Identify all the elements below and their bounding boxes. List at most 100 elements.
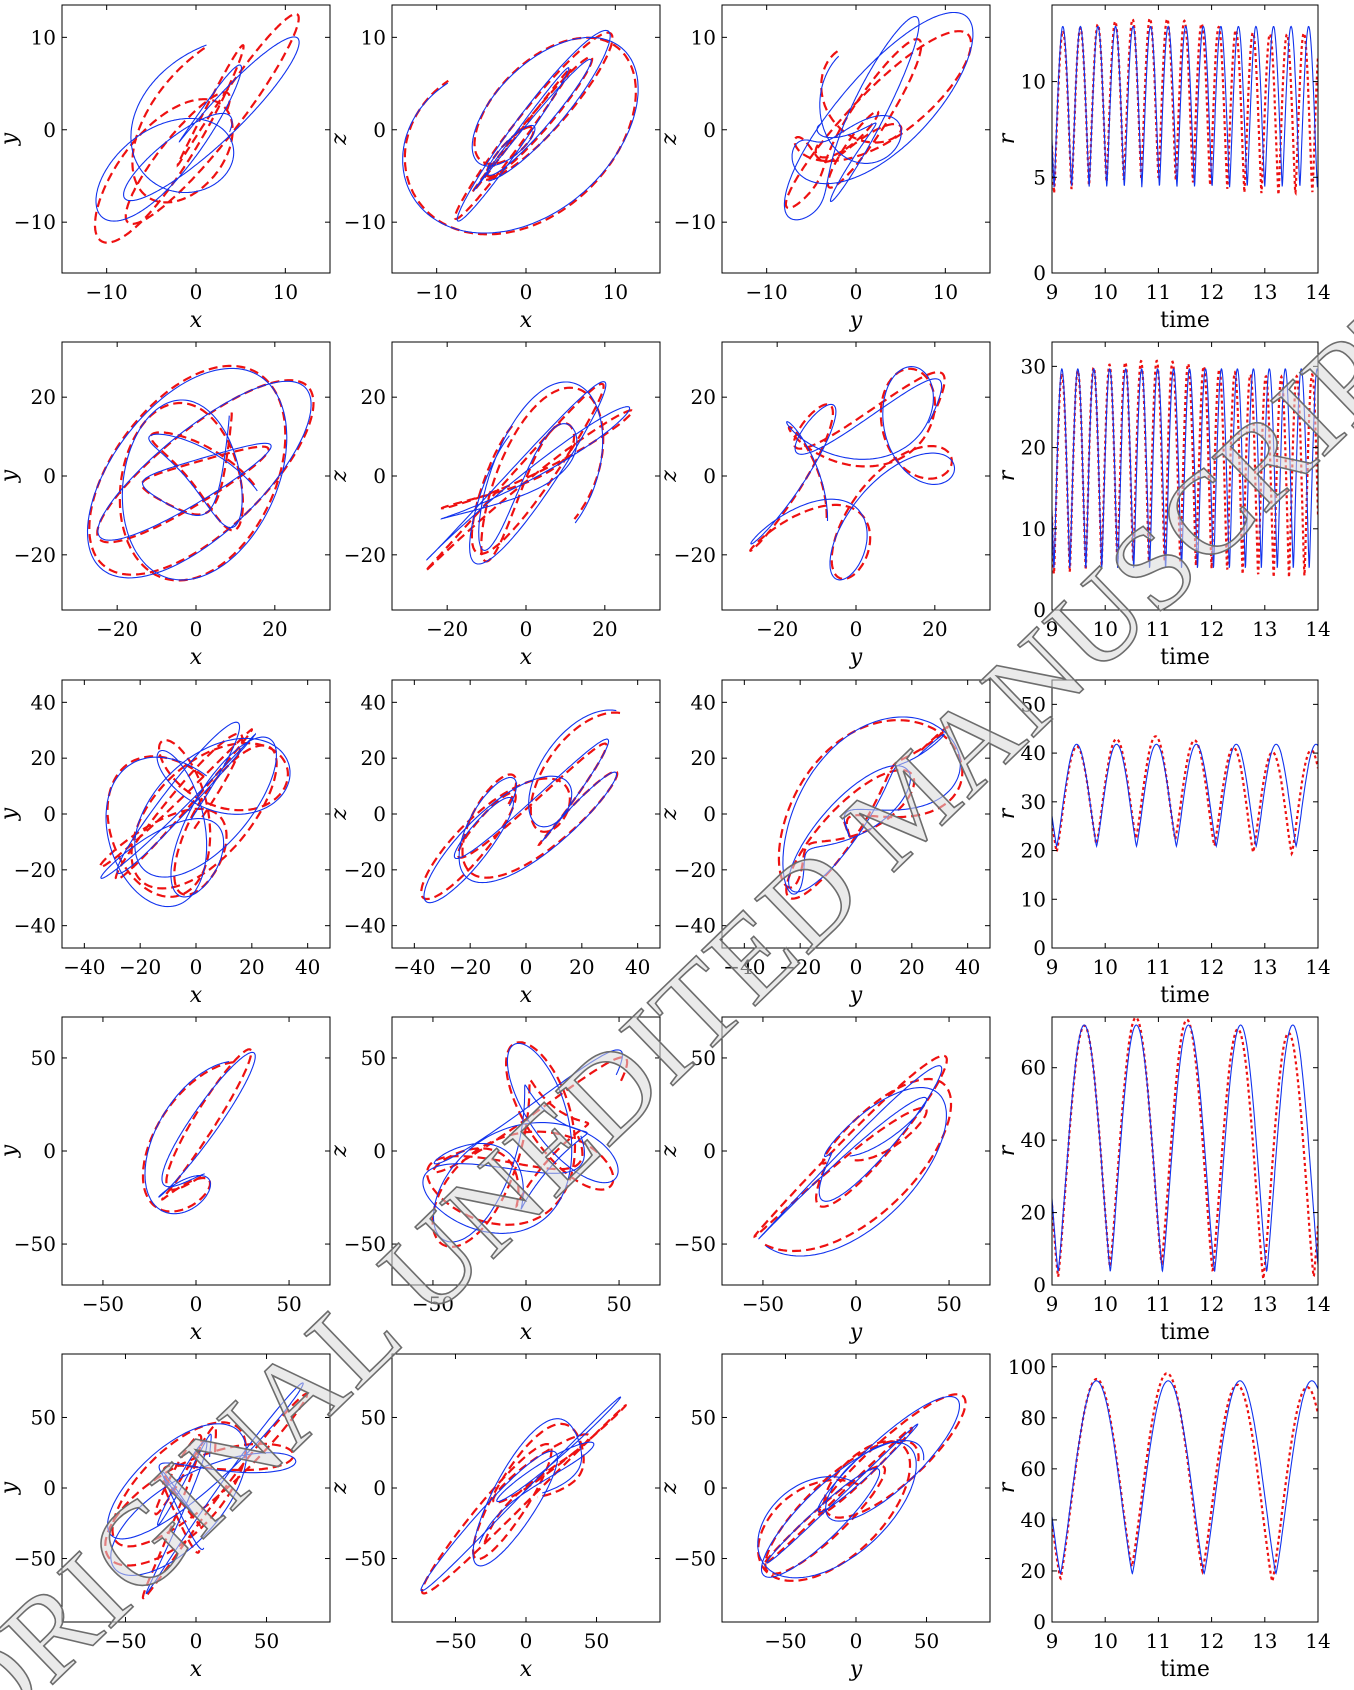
x-tick-label: 0 — [850, 617, 863, 641]
y-tick-label: 0 — [43, 1139, 56, 1163]
plot-area — [757, 1393, 967, 1582]
axes-frame — [721, 1016, 991, 1286]
chart-panel: 9 10 11 12 13 14 0 10 20 30 time r — [995, 341, 1331, 670]
series-reference-line — [424, 382, 634, 574]
series-model-line — [402, 29, 639, 234]
x-axis-label: time — [1160, 1320, 1210, 1345]
x-tick-label: 14 — [1305, 617, 1330, 641]
y-tick-label: −40 — [14, 914, 56, 938]
y-tick-label: 30 — [1021, 790, 1046, 814]
x-tick-label: 12 — [1199, 617, 1224, 641]
y-tick-label: 10 — [1021, 517, 1046, 541]
y-tick-label: 50 — [361, 1405, 386, 1429]
y-tick-label: 40 — [1021, 1508, 1046, 1532]
x-axis-label: x — [520, 645, 533, 670]
chart-panel: −50 0 50 −50 0 50 x y — [0, 1016, 331, 1345]
chart-panel: 9 10 11 12 13 14 0 20 40 60 time r — [995, 1016, 1331, 1345]
chart-panel: 9 10 11 12 13 14 0 20 40 60 80 100 time r — [995, 1353, 1331, 1682]
y-tick-label: −20 — [344, 858, 386, 882]
y-axis-label: z — [657, 470, 682, 483]
y-tick-label: 60 — [1021, 1056, 1046, 1080]
y-tick-label: −10 — [674, 210, 716, 234]
x-tick-label: 9 — [1046, 1292, 1059, 1316]
x-tick-label: 9 — [1046, 617, 1059, 641]
y-axis-label: r — [995, 807, 1020, 819]
axes-frame — [1051, 341, 1319, 611]
series-model-line — [783, 11, 974, 221]
x-tick-label: −20 — [756, 617, 798, 641]
chart-panel: −50 0 50 −50 0 50 x z — [327, 1353, 661, 1682]
series-reference-line — [426, 1041, 629, 1249]
y-tick-label: −20 — [344, 543, 386, 567]
x-tick-label: 0 — [850, 955, 863, 979]
chart-panel: −20 0 20 −20 0 20 y z — [657, 341, 991, 670]
x-tick-label: 14 — [1305, 1629, 1330, 1653]
y-tick-label: 0 — [1033, 261, 1046, 285]
y-axis-label: r — [995, 1144, 1020, 1156]
x-axis-label: y — [849, 1657, 863, 1682]
y-tick-label: 20 — [361, 746, 386, 770]
x-tick-label: 40 — [295, 955, 320, 979]
x-tick-label: −40 — [723, 955, 765, 979]
x-tick-label: −50 — [434, 1629, 476, 1653]
y-tick-label: 0 — [1033, 1610, 1046, 1634]
y-axis-label: z — [657, 1145, 682, 1158]
axes-frame — [1051, 4, 1319, 274]
series-model-line — [144, 1051, 256, 1215]
chart-panel: 9 10 11 12 13 14 0 10 20 30 40 50 time r — [995, 679, 1331, 1008]
y-tick-label: −20 — [14, 543, 56, 567]
series-reference-line — [1052, 359, 1318, 578]
x-tick-label: 14 — [1305, 955, 1330, 979]
y-tick-label: −50 — [674, 1232, 716, 1256]
plot-area — [402, 29, 639, 236]
series-model-line — [1052, 743, 1318, 849]
x-tick-label: 20 — [262, 617, 287, 641]
plot-area — [753, 1054, 953, 1257]
y-axis-label: z — [657, 808, 682, 821]
x-tick-label: 10 — [1092, 1292, 1117, 1316]
series-reference-line — [141, 1048, 253, 1213]
y-tick-label: −50 — [674, 1547, 716, 1571]
y-tick-label: 80 — [1021, 1406, 1046, 1430]
x-tick-label: 0 — [520, 955, 533, 979]
series-reference-line — [1052, 1372, 1318, 1584]
x-axis-label: x — [190, 645, 203, 670]
y-tick-label: 10 — [31, 25, 56, 49]
y-tick-label: 10 — [691, 25, 716, 49]
series-reference-line — [777, 719, 964, 900]
x-tick-label: 13 — [1252, 955, 1277, 979]
x-tick-label: −50 — [82, 1292, 124, 1316]
x-tick-label: 20 — [569, 955, 594, 979]
x-tick-label: 20 — [922, 617, 947, 641]
x-tick-label: 10 — [1092, 280, 1117, 304]
x-tick-label: −50 — [764, 1629, 806, 1653]
y-tick-label: 0 — [703, 1139, 716, 1163]
y-tick-label: 100 — [1008, 1355, 1046, 1379]
x-axis-label: y — [849, 645, 863, 670]
chart-panel: −50 0 50 −50 0 50 y z — [657, 1353, 991, 1682]
series-model-line — [95, 36, 300, 222]
series-reference-line — [93, 12, 300, 244]
y-axis-label: z — [657, 1482, 682, 1495]
series-reference-line — [403, 31, 637, 236]
y-axis-label: r — [995, 132, 1020, 144]
x-tick-label: 13 — [1252, 617, 1277, 641]
plot-area — [1052, 359, 1318, 578]
plot-area — [422, 1041, 629, 1249]
x-axis-label: x — [520, 983, 533, 1008]
series-reference-line — [749, 367, 953, 580]
chart-panel: −50 0 50 −50 0 50 y z — [657, 1016, 991, 1345]
x-tick-label: −10 — [746, 280, 788, 304]
series-model-line — [426, 381, 631, 565]
chart-panel: 9 10 11 12 13 14 0 5 10 time r — [995, 4, 1331, 333]
x-tick-label: −40 — [393, 955, 435, 979]
plot-area — [98, 721, 291, 908]
x-tick-label: 10 — [603, 280, 628, 304]
y-tick-label: 0 — [43, 118, 56, 142]
x-tick-label: 40 — [625, 955, 650, 979]
series-reference-line — [753, 1054, 953, 1253]
y-axis-label: y — [0, 1481, 22, 1495]
x-tick-label: 10 — [933, 280, 958, 304]
x-tick-label: 14 — [1305, 1292, 1330, 1316]
y-tick-label: 0 — [1033, 1273, 1046, 1297]
